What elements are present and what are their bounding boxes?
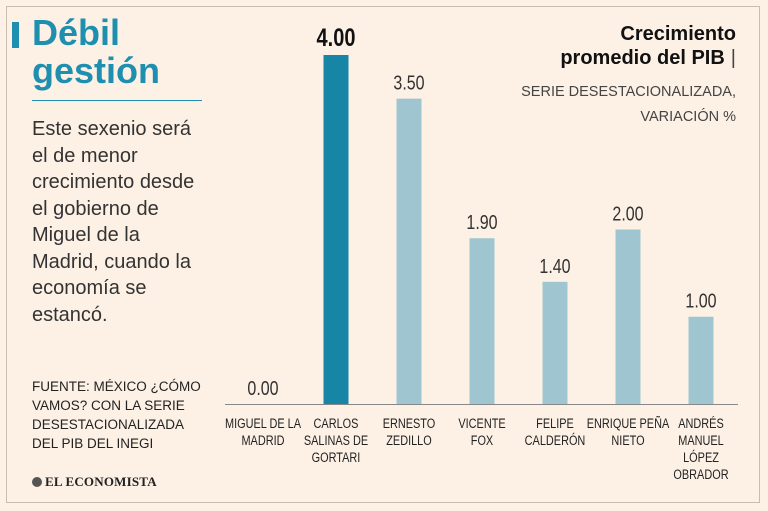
category-label-line: CALDERÓN bbox=[525, 432, 586, 449]
category-label-line: GORTARI bbox=[312, 450, 361, 466]
category-label-line: CARLOS bbox=[314, 416, 359, 432]
value-label-3: 1.90 bbox=[466, 212, 497, 234]
category-label-line: ANDRÉS bbox=[678, 415, 723, 432]
graphic-frame bbox=[6, 6, 760, 503]
category-label-line: NIETO bbox=[611, 433, 644, 449]
bar-5 bbox=[615, 229, 641, 404]
chart-title: Crecimiento promedio del PIB | bbox=[560, 22, 736, 70]
headline-line-2: gestión bbox=[32, 50, 161, 91]
title-divider: | bbox=[730, 47, 736, 69]
category-label-1: CARLOS SALINAS DE GORTARI bbox=[304, 416, 368, 466]
brand-logo: EL ECONOMISTA bbox=[32, 474, 157, 490]
value-label-0: 0.00 bbox=[247, 377, 278, 399]
category-label-line: OBRADOR bbox=[673, 467, 728, 483]
category-label-line: MANUEL bbox=[678, 433, 723, 449]
chart-title-line-1: Crecimiento bbox=[620, 23, 736, 45]
blurb-text: Este sexenio será el de menor crecimient… bbox=[32, 118, 195, 326]
category-label-line: ZEDILLO bbox=[386, 433, 432, 449]
brand-name: EL ECONOMISTA bbox=[45, 474, 157, 489]
category-label-2: ERNESTO ZEDILLO bbox=[383, 416, 436, 449]
newspaper-logo-icon bbox=[32, 477, 42, 487]
category-label-4: FELIPE CALDERÓN bbox=[525, 416, 586, 449]
bar-4 bbox=[542, 281, 568, 404]
category-label-3: VICENTE FOX bbox=[458, 416, 505, 449]
chart-title-line-2: promedio del PIB bbox=[560, 47, 725, 69]
value-label-2: 3.50 bbox=[393, 72, 424, 94]
category-label-0: MIGUEL DE LA MADRID bbox=[225, 416, 302, 449]
headline: Débil gestión bbox=[32, 14, 160, 90]
category-label-5: ENRIQUE PEÑA NIETO bbox=[587, 416, 670, 449]
value-label-5: 2.00 bbox=[612, 203, 643, 225]
bar-6 bbox=[688, 316, 714, 404]
bar-2 bbox=[396, 98, 422, 404]
source-note: Fuente: México ¿Cómo vamos? con la serie… bbox=[32, 379, 201, 451]
value-label-6: 1.00 bbox=[685, 290, 716, 312]
category-label-line: VICENTE bbox=[458, 416, 505, 432]
category-label-line: SALINAS DE bbox=[304, 433, 368, 449]
headline-line-1: Débil bbox=[32, 12, 121, 53]
category-label-line: MADRID bbox=[241, 433, 284, 449]
category-label-line: ERNESTO bbox=[383, 416, 436, 432]
bar-3 bbox=[469, 238, 495, 404]
category-label-line: LÓPEZ bbox=[683, 449, 719, 466]
category-label-line: MIGUEL DE LA bbox=[225, 416, 302, 432]
headline-accent-bar bbox=[12, 22, 19, 48]
category-label-line: FELIPE bbox=[536, 416, 574, 432]
value-label-1: 4.00 bbox=[317, 24, 356, 52]
category-label-line: FOX bbox=[471, 433, 494, 449]
category-label-line: ENRIQUE PEÑA bbox=[587, 416, 670, 432]
value-label-4: 1.40 bbox=[539, 255, 570, 277]
bar-1 bbox=[323, 55, 349, 404]
category-label-6: ANDRÉS MANUEL LÓPEZ OBRADOR bbox=[673, 415, 728, 483]
chart-subtitle: Serie desestacionalizada, variación % bbox=[521, 84, 736, 125]
headline-rule bbox=[32, 100, 202, 101]
